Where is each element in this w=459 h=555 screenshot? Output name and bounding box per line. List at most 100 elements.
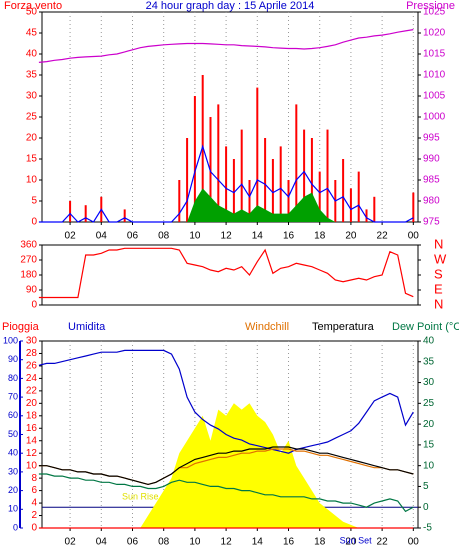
area (38, 403, 414, 528)
y-tick-label: 14 (26, 435, 38, 446)
y-tick-label: 0 (31, 300, 37, 311)
y-tick-label: 24 (26, 373, 38, 384)
x-tick-label: 12 (221, 537, 233, 548)
y3-tick-label: 30 (8, 466, 18, 476)
legend-label: Windchill (245, 321, 289, 333)
wind-bar (264, 138, 267, 222)
y-tick-label: 5 (31, 196, 37, 207)
x-tick-label: 20 (345, 231, 357, 242)
y2-tick-label: 1005 (423, 91, 446, 102)
x-tick-label: 08 (158, 537, 170, 548)
wind-bar (217, 104, 220, 222)
y-tick-label: 10 (26, 175, 38, 186)
y-tick-label: 30 (26, 91, 38, 102)
x-tick-label: 00 (408, 537, 420, 548)
y-tick-label: 18 (26, 410, 38, 421)
legend-label: Umidita (68, 321, 106, 333)
wind-bar (318, 171, 321, 222)
y-tick-label: 180 (20, 270, 37, 281)
y2-tick-label: 995 (423, 133, 440, 144)
wind-bar (271, 159, 274, 222)
line (38, 247, 414, 299)
x-tick-label: 18 (314, 231, 326, 242)
x-tick-label: 16 (283, 231, 295, 242)
y3-tick-label: 60 (8, 410, 18, 420)
y2-tick-label: 1010 (423, 70, 446, 81)
y2-tick-label: 30 (423, 377, 435, 388)
y3-tick-label: 20 (8, 485, 18, 495)
x-tick-label: 16 (283, 537, 295, 548)
wind-bar (279, 146, 282, 222)
line (38, 446, 414, 486)
x-tick-label: 12 (221, 231, 233, 242)
y3-tick-label: 80 (8, 373, 18, 383)
y2-tick-label: 40 (423, 336, 435, 347)
y-tick-label: 22 (26, 386, 38, 397)
y-tick-label: 40 (26, 49, 38, 60)
wind-bar (303, 129, 306, 222)
y2-tick-label: 0 (423, 502, 429, 513)
y-tick-label: 28 (26, 348, 38, 359)
y-tick-label: 20 (26, 133, 38, 144)
y2-axis-title: Pressione (406, 0, 455, 12)
y2-tick-label: 985 (423, 175, 440, 186)
y2-tick-label: 990 (423, 154, 440, 165)
x-tick-label: 08 (158, 231, 170, 242)
annotation: Sun Set (340, 535, 373, 545)
y-tick-label: 360 (20, 240, 37, 251)
y-tick-label: 15 (26, 154, 38, 165)
wind-bar (412, 192, 415, 222)
y2-tick-label: W (434, 251, 447, 266)
y-tick-label: 30 (26, 336, 38, 347)
x-tick-label: 20 (345, 537, 357, 548)
line (38, 29, 414, 63)
y2-tick-label: 1025 (423, 7, 446, 18)
y3-tick-label: 40 (8, 448, 18, 458)
line (38, 144, 414, 223)
y2-tick-label: 35 (423, 356, 435, 367)
y-tick-label: 4 (31, 498, 37, 509)
wind-bar (373, 196, 376, 222)
wind-bar (310, 138, 313, 222)
y2-tick-label: 980 (423, 196, 440, 207)
line (38, 473, 414, 513)
plot-area (41, 11, 419, 223)
line (38, 349, 414, 454)
x-tick-label: 22 (377, 231, 389, 242)
y2-tick-label: -5 (423, 523, 432, 534)
wind-bar (84, 205, 87, 222)
legend-label: Dew Point (°C (392, 321, 459, 333)
y-tick-label: 45 (26, 28, 38, 39)
wind-bar (232, 159, 235, 222)
y-tick-label: 50 (26, 7, 38, 18)
wind-bar (295, 104, 298, 222)
x-tick-label: 18 (314, 537, 326, 548)
wind-bar (123, 209, 126, 222)
y2-tick-label: 5 (423, 481, 429, 492)
y2-tick-label: 15 (423, 440, 435, 451)
y-tick-label: 25 (26, 112, 38, 123)
y2-tick-label: 25 (423, 398, 435, 409)
x-tick-label: 00 (408, 231, 420, 242)
x-tick-label: 02 (65, 231, 77, 242)
wind-bar (326, 129, 329, 222)
y-tick-label: 12 (26, 448, 38, 459)
wind-bar (357, 171, 360, 222)
x-tick-label: 22 (377, 537, 389, 548)
y2-tick-label: 1015 (423, 49, 446, 60)
wind-bar (287, 180, 290, 222)
x-tick-label: 02 (65, 537, 77, 548)
y2-tick-label: 975 (423, 217, 440, 228)
y3-tick-label: 10 (8, 504, 18, 514)
x-tick-label: 10 (189, 231, 201, 242)
wind-bar (193, 96, 196, 222)
wind-bar (186, 138, 189, 222)
legend-label: Temperatura (312, 321, 375, 333)
y2-tick-label: S (434, 266, 443, 281)
wind-bar (256, 87, 259, 222)
y3-tick-label: 90 (8, 354, 18, 364)
y3-tick-label: 0 (13, 522, 18, 532)
y2-tick-label: 10 (423, 460, 435, 471)
y2-tick-label: N (434, 236, 443, 251)
